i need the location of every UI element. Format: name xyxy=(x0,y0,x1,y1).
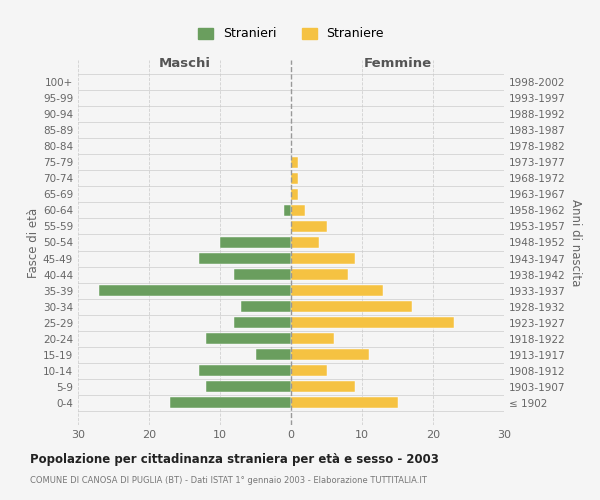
Bar xyxy=(291,156,298,168)
Bar xyxy=(291,252,355,264)
Bar xyxy=(291,285,383,296)
Y-axis label: Fasce di età: Fasce di età xyxy=(27,208,40,278)
Bar xyxy=(256,349,291,360)
Bar xyxy=(220,236,291,248)
Bar xyxy=(291,172,298,184)
Bar xyxy=(291,301,412,312)
Y-axis label: Anni di nascita: Anni di nascita xyxy=(569,199,582,286)
Bar xyxy=(206,333,291,344)
Bar xyxy=(199,252,291,264)
Bar xyxy=(291,204,305,216)
Bar xyxy=(291,365,326,376)
Legend: Stranieri, Straniere: Stranieri, Straniere xyxy=(193,22,389,46)
Bar xyxy=(234,269,291,280)
Text: COMUNE DI CANOSA DI PUGLIA (BT) - Dati ISTAT 1° gennaio 2003 - Elaborazione TUTT: COMUNE DI CANOSA DI PUGLIA (BT) - Dati I… xyxy=(30,476,427,485)
Bar xyxy=(234,317,291,328)
Bar xyxy=(291,220,326,232)
Text: Maschi: Maschi xyxy=(158,56,211,70)
Bar xyxy=(291,333,334,344)
Bar xyxy=(284,204,291,216)
Bar xyxy=(291,317,454,328)
Bar xyxy=(291,188,298,200)
Bar xyxy=(100,285,291,296)
Bar xyxy=(241,301,291,312)
Bar xyxy=(291,381,355,392)
Bar xyxy=(291,236,319,248)
Bar xyxy=(291,349,369,360)
Bar xyxy=(199,365,291,376)
Text: Femmine: Femmine xyxy=(364,56,431,70)
Bar xyxy=(206,381,291,392)
Bar xyxy=(291,269,348,280)
Text: Popolazione per cittadinanza straniera per età e sesso - 2003: Popolazione per cittadinanza straniera p… xyxy=(30,452,439,466)
Bar xyxy=(291,397,398,408)
Bar xyxy=(170,397,291,408)
